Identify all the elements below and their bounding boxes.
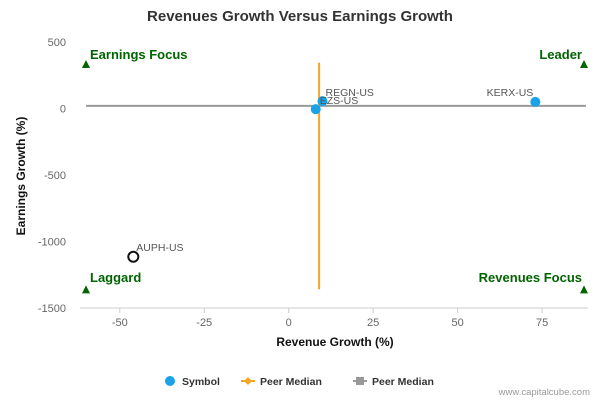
- point-auph-us: [127, 250, 140, 263]
- quadrant-markers: Earnings Focus Leader Laggard Revenues Focu…: [82, 47, 588, 294]
- x-tick-label: -25: [196, 317, 212, 329]
- point-label-regn-us: REGN-US: [325, 87, 373, 99]
- x-axis-ticks: -50 -25 0 25 50 75: [112, 308, 548, 329]
- triangle-marker-top-right: [580, 59, 588, 68]
- quadrant-label-earnings-focus: Earnings Focus: [90, 47, 188, 62]
- y-tick-label: 500: [48, 37, 66, 49]
- y-tick-label: -500: [44, 170, 66, 182]
- y-tick-label: 0: [60, 104, 66, 116]
- legend-label: Symbol: [182, 376, 220, 388]
- x-axis-title: Revenue Growth (%): [276, 335, 393, 349]
- x-tick-label: -50: [112, 317, 128, 329]
- y-tick-label: -1000: [38, 237, 66, 249]
- point-ezs-us: [310, 104, 321, 115]
- legend: Symbol Peer Median Peer Median: [165, 376, 434, 388]
- legend-label: Peer Median: [372, 376, 434, 388]
- legend-symbol-circle: [165, 376, 175, 386]
- y-axis-title: Earnings Growth (%): [14, 117, 28, 236]
- legend-diamond-orange: [244, 377, 252, 385]
- point-label-auph-us: AUPH-US: [136, 242, 183, 254]
- point-regn-us: [317, 96, 328, 107]
- y-tick-label: -1500: [38, 303, 66, 315]
- x-tick-label: 25: [367, 317, 379, 329]
- triangle-marker-bottom-right: [580, 285, 588, 294]
- quadrant-label-leader: Leader: [539, 47, 582, 62]
- point-label-ezs-us: EZS-US: [320, 95, 359, 107]
- quadrant-label-revenues-focus: Revenues Focus: [479, 270, 582, 285]
- legend-label: Peer Median: [260, 376, 322, 388]
- legend-square-gray: [356, 377, 364, 385]
- point-kerx-us: [530, 96, 541, 107]
- y-axis-ticks: 500 0 -500 -1000 -1500: [38, 37, 66, 315]
- point-label-kerx-us: KERX-US: [487, 87, 534, 99]
- x-tick-label: 75: [536, 317, 548, 329]
- triangle-marker-top-left: [82, 59, 90, 68]
- quadrant-label-laggard: Laggard: [90, 270, 141, 285]
- x-tick-label: 0: [286, 317, 292, 329]
- triangle-marker-bottom-left: [82, 285, 90, 294]
- x-tick-label: 50: [451, 317, 463, 329]
- chart-title: Revenues Growth Versus Earnings Growth: [147, 8, 453, 25]
- credit-text: www.capitalcube.com: [498, 387, 590, 398]
